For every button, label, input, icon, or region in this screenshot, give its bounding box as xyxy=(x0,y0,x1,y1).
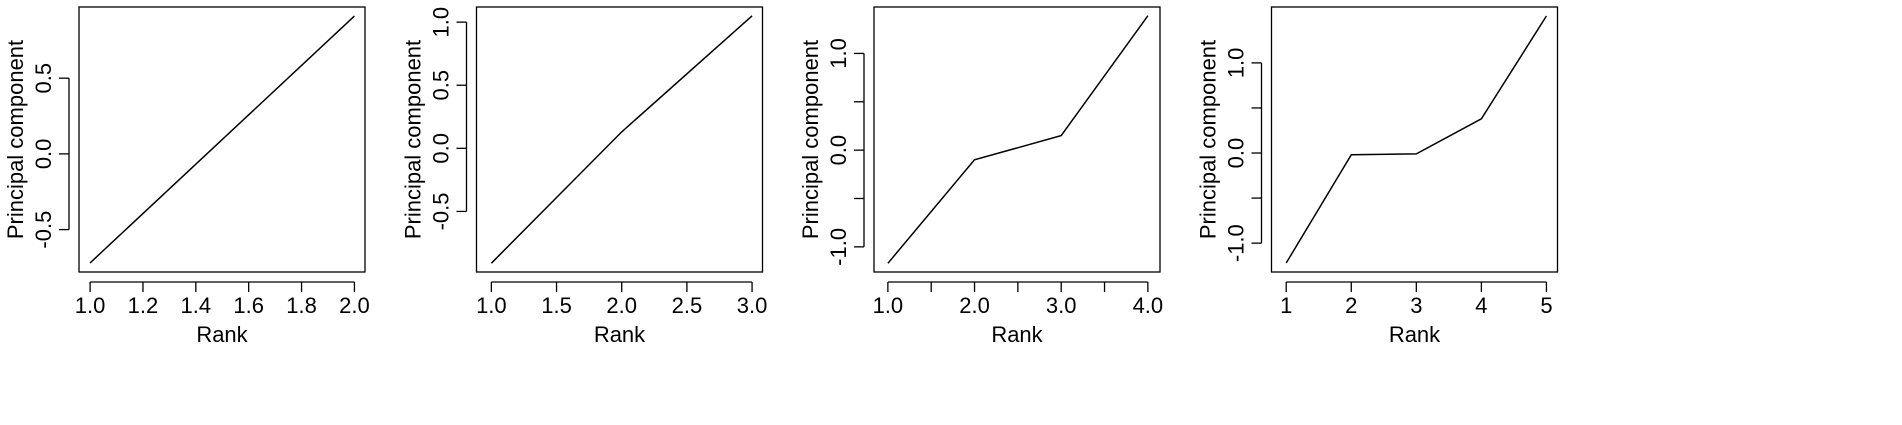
y-tick-label: 1.0 xyxy=(826,38,851,69)
plot-box xyxy=(873,6,1161,273)
x-tick-label: 3.0 xyxy=(1046,293,1077,318)
y-tick-label: 0.5 xyxy=(31,63,56,94)
x-axis-label: Rank xyxy=(1389,322,1441,347)
y-axis-label: Principal component xyxy=(1195,40,1220,239)
y-axis-label: Principal component xyxy=(3,40,28,239)
x-tick-label: 3 xyxy=(1410,293,1422,318)
y-tick-label: -1.0 xyxy=(1223,224,1248,262)
x-tick-label: 1.0 xyxy=(75,293,106,318)
x-tick-label: 1 xyxy=(1280,293,1292,318)
y-tick-label: -1.0 xyxy=(826,228,851,266)
x-tick-label: 2.0 xyxy=(606,293,637,318)
data-line xyxy=(1285,15,1548,264)
x-tick-label: 1.2 xyxy=(128,293,159,318)
x-tick-label: 1.0 xyxy=(476,293,507,318)
data-line xyxy=(89,15,355,264)
data-line xyxy=(490,15,753,264)
y-tick-label: 0.5 xyxy=(428,70,453,101)
x-tick-label: 1.4 xyxy=(181,293,212,318)
x-axis-label: Rank xyxy=(196,322,248,347)
y-tick-label: 1.0 xyxy=(1223,48,1248,79)
x-tick-label: 4 xyxy=(1475,293,1487,318)
x-tick-label: 1.8 xyxy=(286,293,317,318)
y-tick-label: -0.5 xyxy=(428,192,453,230)
y-tick-label: 0.0 xyxy=(1223,138,1248,169)
y-tick-label: 0.0 xyxy=(428,133,453,164)
x-axis-label: Rank xyxy=(991,322,1043,347)
y-tick-label: 0.0 xyxy=(31,139,56,170)
data-line xyxy=(887,15,1149,264)
x-tick-label: 2.0 xyxy=(959,293,990,318)
plot-box xyxy=(78,6,366,273)
y-axis-label: Principal component xyxy=(798,40,823,239)
y-tick-label: 1.0 xyxy=(428,7,453,38)
plot-box xyxy=(1270,6,1559,273)
plot-box xyxy=(475,6,764,273)
x-tick-label: 1.0 xyxy=(873,293,904,318)
x-tick-label: 3.0 xyxy=(737,293,768,318)
y-axis-label: Principal component xyxy=(400,40,425,239)
y-tick-label: 0.0 xyxy=(826,135,851,166)
x-tick-label: 5 xyxy=(1540,293,1552,318)
x-tick-label: 4.0 xyxy=(1133,293,1164,318)
x-tick-label: 2 xyxy=(1345,293,1357,318)
x-tick-label: 2.0 xyxy=(339,293,370,318)
x-axis-label: Rank xyxy=(594,322,646,347)
y-tick-label: -0.5 xyxy=(31,211,56,249)
x-tick-label: 2.5 xyxy=(672,293,703,318)
x-tick-label: 1.6 xyxy=(233,293,264,318)
x-tick-label: 1.5 xyxy=(541,293,572,318)
